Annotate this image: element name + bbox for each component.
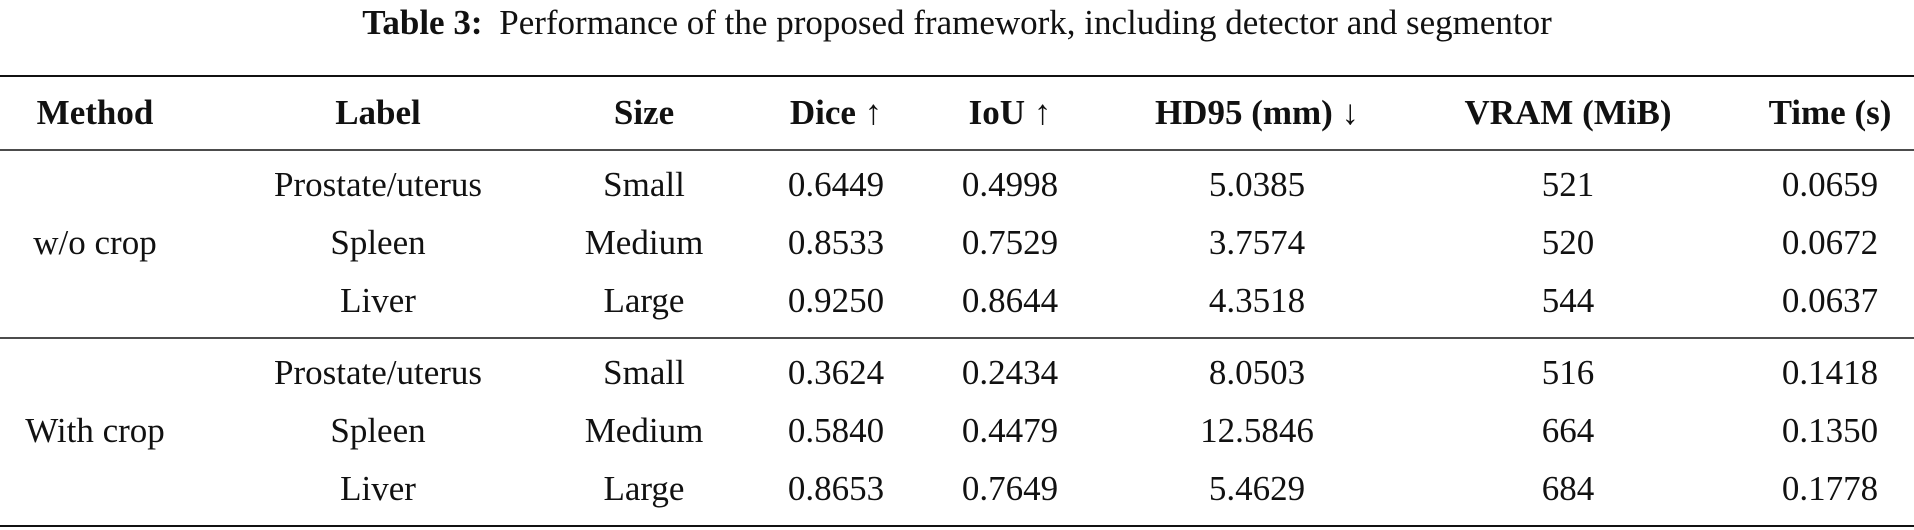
- table-cell: 544: [1542, 281, 1595, 320]
- table-cell: 5.4629: [1209, 469, 1305, 508]
- table-cell: Spleen: [330, 223, 425, 262]
- table-cell: 12.5846: [1200, 411, 1314, 450]
- caption-label: Table 3:: [362, 3, 482, 42]
- table-cell: 0.4479: [962, 411, 1058, 450]
- caption: Table 3: Performance of the proposed fra…: [362, 3, 1552, 42]
- table-cell: 0.2434: [962, 353, 1058, 392]
- table-cell: 664: [1542, 411, 1595, 450]
- table-cell: 0.1778: [1782, 469, 1878, 508]
- table-cell: 0.1418: [1782, 353, 1878, 392]
- header-cell: Time (s): [1769, 93, 1892, 132]
- table-cell: 0.8644: [962, 281, 1058, 320]
- table-cell: 0.0672: [1782, 223, 1878, 262]
- table-cell: 0.7529: [962, 223, 1058, 262]
- table-cell: 0.9250: [788, 281, 884, 320]
- header-cell: Size: [614, 93, 674, 132]
- table-cell: 684: [1542, 469, 1595, 508]
- header-cell: VRAM (MiB): [1464, 93, 1671, 132]
- header-cell: Label: [335, 93, 421, 132]
- table-cell: 521: [1542, 165, 1595, 204]
- table-cell: Prostate/uterus: [274, 165, 482, 204]
- caption-text: Performance of the proposed framework, i…: [499, 3, 1552, 42]
- table-cell: 0.6449: [788, 165, 884, 204]
- table-cell: 0.5840: [788, 411, 884, 450]
- table-cell: Medium: [585, 223, 704, 262]
- table-cell: 0.4998: [962, 165, 1058, 204]
- table-cell: Spleen: [330, 411, 425, 450]
- method-cell: w/o crop: [33, 223, 156, 262]
- header-cell: Method: [37, 93, 154, 132]
- table-cell: Large: [604, 281, 685, 320]
- table-cell: Large: [604, 469, 685, 508]
- table-cell: 4.3518: [1209, 281, 1305, 320]
- header-cell: HD95 (mm) ↓: [1155, 93, 1359, 132]
- table-cell: Small: [603, 165, 685, 204]
- table-cell: 520: [1542, 223, 1595, 262]
- table-cell: Medium: [585, 411, 704, 450]
- header-cell: IoU ↑: [969, 93, 1052, 132]
- table-cell: Liver: [340, 281, 416, 320]
- table-cell: 0.3624: [788, 353, 884, 392]
- table-cell: 0.8653: [788, 469, 884, 508]
- table-cell: 516: [1542, 353, 1595, 392]
- table-cell: 8.0503: [1209, 353, 1305, 392]
- method-cell: With crop: [25, 411, 165, 450]
- table-cell: 0.0659: [1782, 165, 1878, 204]
- table-cell: 0.0637: [1782, 281, 1878, 320]
- table-cell: Liver: [340, 469, 416, 508]
- table-cell: 3.7574: [1209, 223, 1305, 262]
- table-cell: 5.0385: [1209, 165, 1305, 204]
- table-cell: Small: [603, 353, 685, 392]
- table-cell: Prostate/uterus: [274, 353, 482, 392]
- table-cell: 0.7649: [962, 469, 1058, 508]
- table-cell: 0.8533: [788, 223, 884, 262]
- header-cell: Dice ↑: [790, 93, 882, 132]
- table-cell: 0.1350: [1782, 411, 1878, 450]
